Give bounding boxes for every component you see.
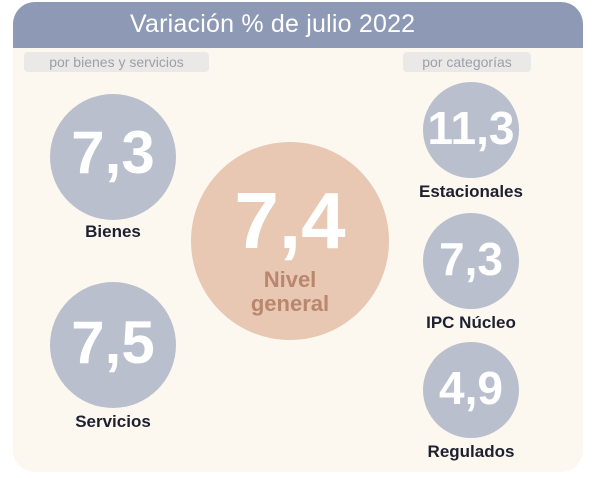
ipc-nucleo-circle: 7,3 <box>423 213 519 309</box>
servicios-circle: 7,5 <box>50 282 176 408</box>
ipc-nucleo-value: 7,3 <box>439 233 503 285</box>
nivel-general-value: 7,4 <box>234 176 346 265</box>
bienes-value: 7,3 <box>71 119 155 186</box>
regulados-label: Regulados <box>427 442 515 461</box>
nivel-general-label-line1: Nivel <box>263 267 317 292</box>
nivel-general-label: Nivel general <box>191 268 389 316</box>
servicios-label: Servicios <box>75 412 151 431</box>
nivel-general-label-line2: general <box>250 291 330 316</box>
regulados-circle: 4,9 <box>423 342 519 438</box>
bienes-label: Bienes <box>85 222 141 241</box>
left-section-tag: por bienes y servicios <box>24 52 209 72</box>
right-section-tag: por categorías <box>403 52 531 72</box>
estacionales-label: Estacionales <box>419 182 523 201</box>
nivel-general-circle: 7,4 Nivel general <box>191 142 389 340</box>
regulados-value: 4,9 <box>439 362 503 414</box>
title-bar: Variación % de julio 2022 <box>13 2 583 48</box>
servicios-value: 7,5 <box>71 309 155 376</box>
page-title: Variación % de julio 2022 <box>130 10 416 38</box>
bienes-circle: 7,3 <box>50 94 176 220</box>
ipc-nucleo-label: IPC Núcleo <box>426 313 516 332</box>
estacionales-circle: 11,3 <box>423 82 519 178</box>
estacionales-value: 11,3 <box>427 102 515 154</box>
